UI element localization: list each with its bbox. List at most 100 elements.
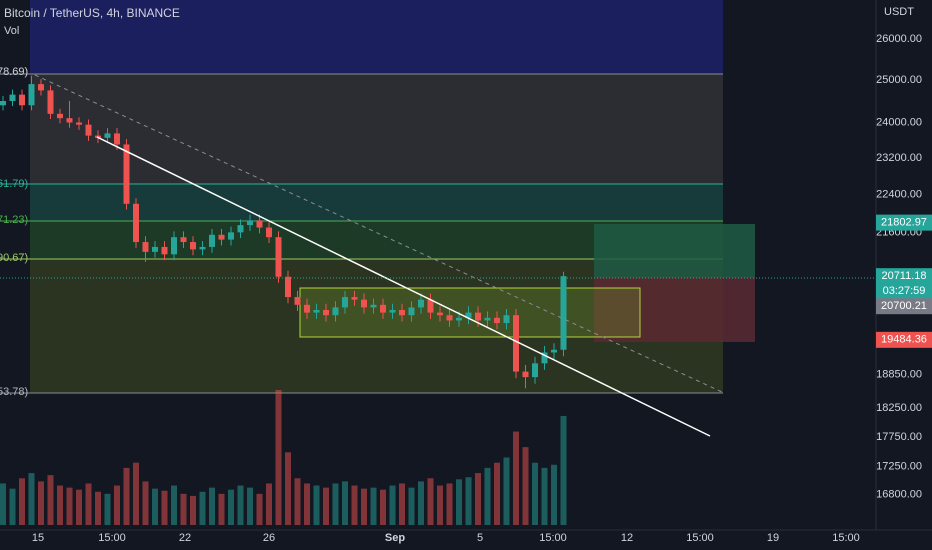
stop-tag bbox=[876, 331, 932, 348]
candle-body bbox=[218, 234, 225, 240]
fib-zone bbox=[30, 0, 723, 74]
price-tick-label: 16800.00 bbox=[876, 488, 922, 500]
symbol-title: Bitcoin / TetherUS, 4h, BINANCE bbox=[4, 6, 180, 20]
volume-bar bbox=[522, 447, 529, 525]
candle-body bbox=[456, 317, 462, 321]
volume-bar bbox=[95, 491, 101, 525]
range-box bbox=[299, 287, 641, 338]
candle-body bbox=[465, 312, 472, 318]
price-tick-label: 25000.00 bbox=[876, 74, 922, 86]
price-tick-label: 18250.00 bbox=[876, 402, 922, 414]
candle-body bbox=[85, 124, 92, 136]
prev-close-tag bbox=[876, 298, 932, 315]
volume-bar bbox=[161, 490, 168, 525]
candle-body bbox=[494, 317, 500, 324]
volume-bar bbox=[199, 491, 206, 525]
time-label: 15 bbox=[32, 532, 44, 544]
volume-bar bbox=[133, 462, 139, 525]
volume-bar bbox=[228, 489, 234, 525]
candle-body bbox=[370, 304, 377, 308]
time-label: 5 bbox=[477, 532, 483, 544]
candle-body bbox=[475, 312, 481, 321]
candle-body bbox=[9, 94, 16, 102]
volume-bar bbox=[275, 390, 282, 525]
candle-body bbox=[19, 94, 25, 106]
candle-body bbox=[351, 297, 358, 300]
volume-bar bbox=[142, 481, 149, 525]
candle-body bbox=[66, 118, 73, 123]
volume-bar bbox=[218, 493, 225, 525]
candle-body bbox=[256, 220, 263, 228]
candle-body bbox=[418, 299, 424, 308]
last-price-tag bbox=[876, 268, 932, 285]
volume-bar bbox=[446, 483, 453, 525]
price-axis bbox=[876, 0, 932, 530]
candle-body bbox=[171, 237, 177, 255]
volume-bar bbox=[266, 483, 272, 525]
last-price-tag-text: 20711.18 bbox=[881, 270, 926, 282]
price-tick-label: 18850.00 bbox=[876, 368, 922, 380]
candle-body bbox=[389, 309, 396, 313]
volume-label: Vol bbox=[4, 25, 19, 37]
volume-bar bbox=[190, 495, 196, 525]
candle-body bbox=[142, 242, 149, 252]
volume-bar bbox=[123, 467, 130, 525]
countdown-tag bbox=[876, 283, 932, 300]
volume-bar bbox=[503, 457, 510, 525]
candle-body bbox=[342, 297, 348, 308]
time-label: 26 bbox=[263, 532, 275, 544]
candle-body bbox=[532, 363, 538, 378]
fib-zone bbox=[30, 184, 723, 221]
fib-label: 61.79) bbox=[0, 178, 28, 190]
volume-bar bbox=[180, 493, 187, 525]
price-tick-label: 23200.00 bbox=[876, 152, 922, 164]
volume-bar bbox=[85, 483, 92, 525]
time-label: Sep bbox=[385, 532, 405, 544]
candle-body bbox=[38, 84, 44, 91]
candle-body bbox=[361, 299, 367, 308]
volume-bar bbox=[437, 485, 443, 525]
volume-bar bbox=[0, 483, 6, 525]
time-label: 22 bbox=[179, 532, 191, 544]
volume-bar bbox=[361, 488, 367, 525]
candle-body bbox=[560, 276, 567, 350]
candle-body bbox=[285, 276, 291, 298]
candle-body bbox=[161, 246, 168, 255]
price-tick-label: 24000.00 bbox=[876, 116, 922, 128]
volume-bar bbox=[494, 462, 500, 525]
volume-bar bbox=[28, 473, 35, 525]
fib-zones bbox=[0, 0, 755, 394]
volume-bar bbox=[332, 483, 339, 525]
candle-body bbox=[332, 307, 339, 316]
time-label: 15:00 bbox=[98, 532, 126, 544]
candle-body bbox=[47, 90, 54, 114]
volume-bar bbox=[152, 488, 158, 525]
price-tick-label: 22400.00 bbox=[876, 188, 922, 200]
candle-body bbox=[408, 307, 415, 316]
volume-bar bbox=[389, 485, 396, 525]
candle-body bbox=[304, 304, 310, 313]
candle-body bbox=[199, 246, 206, 250]
volume-bar bbox=[313, 485, 320, 525]
target-tag bbox=[876, 214, 932, 231]
volume-bar bbox=[19, 478, 25, 525]
candle-body bbox=[294, 297, 301, 305]
volume-bar bbox=[380, 489, 386, 525]
time-label: 15:00 bbox=[539, 532, 567, 544]
volume-bar bbox=[532, 462, 538, 525]
countdown-tag-text: 03:27:59 bbox=[883, 285, 926, 297]
time-label: 15:00 bbox=[686, 532, 714, 544]
volume-bar bbox=[484, 467, 491, 525]
volume-bar bbox=[171, 485, 177, 525]
fib-zone bbox=[30, 74, 723, 184]
stop-tag-text: 19484.36 bbox=[881, 334, 927, 346]
fib-label: 78.69) bbox=[0, 66, 28, 78]
volume-bar bbox=[475, 473, 481, 525]
trendline bbox=[96, 136, 711, 437]
fib-label: 53.78) bbox=[0, 386, 28, 398]
volume-bar bbox=[304, 483, 310, 525]
candle-body bbox=[275, 237, 282, 277]
candle-body bbox=[313, 309, 320, 313]
candle-body bbox=[133, 203, 139, 243]
